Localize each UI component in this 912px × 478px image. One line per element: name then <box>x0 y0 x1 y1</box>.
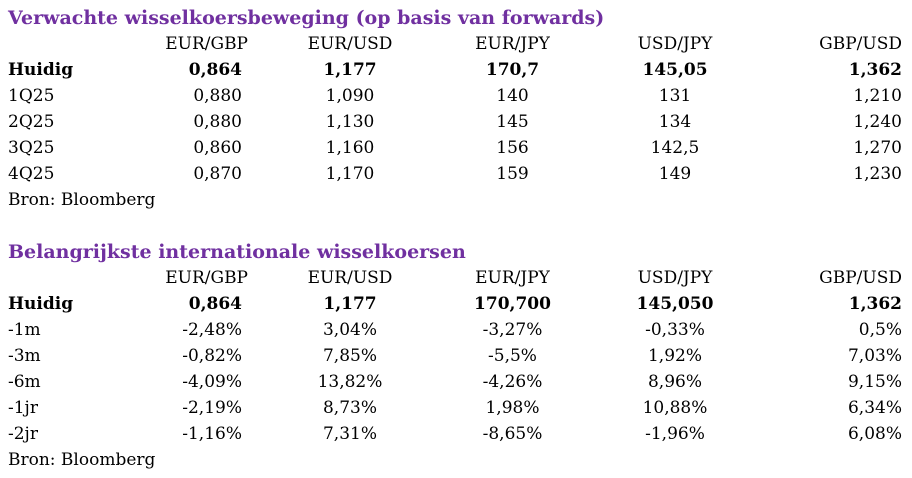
table-cell: 1,160 <box>325 138 375 158</box>
rates-header-row: EUR/GBP EUR/USD EUR/JPY USD/JPY GBP/USD <box>0 265 912 291</box>
forwards-source: Bron: Bloomberg <box>8 190 156 210</box>
table-cell: 159 <box>496 164 529 184</box>
table-cell: 145,05 <box>642 60 708 80</box>
table-row: -6m -4,09% 13,82% -4,26% 8,96% 9,15% <box>0 369 912 395</box>
table-cell: 1,177 <box>323 60 377 80</box>
table-row: 3Q25 0,860 1,160 156 142,5 1,270 <box>0 135 912 161</box>
table-cell: 156 <box>496 138 529 158</box>
table-cell: 0,880 <box>193 86 242 106</box>
row-label: -1jr <box>8 398 38 418</box>
table-cell: -0,82% <box>182 346 242 366</box>
rates-source: Bron: Bloomberg <box>8 450 156 470</box>
table-cell: 1,177 <box>323 294 377 314</box>
table-cell: 0,860 <box>193 138 242 158</box>
forwards-table: EUR/GBP EUR/USD EUR/JPY USD/JPY GBP/USD Huid… <box>0 31 912 187</box>
row-label: Huidig <box>8 294 74 314</box>
table-cell: 145,050 <box>636 294 714 314</box>
table-cell: -8,65% <box>482 424 543 444</box>
table-cell: -2,19% <box>182 398 242 418</box>
column-header: GBP/USD <box>819 268 902 288</box>
table-cell: 3,04% <box>322 320 377 340</box>
table-cell: -2,48% <box>182 320 242 340</box>
column-header: USD/JPY <box>637 268 713 288</box>
table-row: Huidig 0,864 1,177 170,7 145,05 1,362 <box>0 57 912 83</box>
rates-table: EUR/GBP EUR/USD EUR/JPY USD/JPY GBP/USD Huid… <box>0 265 912 447</box>
column-header: GBP/USD <box>819 34 902 54</box>
rates-title: Belangrijkste internationale wisselkoers… <box>8 241 466 263</box>
table-row: -2jr -1,16% 7,31% -8,65% -1,96% 6,08% <box>0 421 912 447</box>
row-label: -1m <box>8 320 41 340</box>
table-cell: -4,09% <box>182 372 242 392</box>
table-row: 2Q25 0,880 1,130 145 134 1,240 <box>0 109 912 135</box>
column-header: EUR/GBP <box>165 34 248 54</box>
table-cell: 1,230 <box>853 164 902 184</box>
table-cell: -1,96% <box>645 424 705 444</box>
table-cell: 142,5 <box>650 138 700 158</box>
table-cell: 0,864 <box>188 60 242 80</box>
table-cell: 10,88% <box>642 398 708 418</box>
table-cell: -1,16% <box>182 424 242 444</box>
forwards-header-row: EUR/GBP EUR/USD EUR/JPY USD/JPY GBP/USD <box>0 31 912 57</box>
table-cell: 6,08% <box>847 424 902 444</box>
table-cell: 1,170 <box>325 164 375 184</box>
table-cell: 7,31% <box>322 424 377 444</box>
table-cell: 8,96% <box>647 372 702 392</box>
column-header: USD/JPY <box>637 34 713 54</box>
table-cell: 170,700 <box>474 294 551 314</box>
table-row: 1Q25 0,880 1,090 140 131 1,210 <box>0 83 912 109</box>
table-cell: 149 <box>658 164 692 184</box>
header-blank-cell <box>0 265 130 291</box>
column-header: EUR/JPY <box>475 268 550 288</box>
row-label: 4Q25 <box>8 164 55 184</box>
table-cell: 1,240 <box>853 112 902 132</box>
row-label: 1Q25 <box>8 86 55 106</box>
table-cell: 131 <box>658 86 692 106</box>
table-cell: -0,33% <box>645 320 705 340</box>
table-cell: 1,130 <box>325 112 375 132</box>
table-row: -1m -2,48% 3,04% -3,27% -0,33% 0,5% <box>0 317 912 343</box>
table-cell: 0,870 <box>193 164 242 184</box>
table-cell: -3,27% <box>482 320 543 340</box>
column-header: EUR/JPY <box>475 34 550 54</box>
column-header: EUR/USD <box>307 34 393 54</box>
table-cell: 134 <box>658 112 692 132</box>
table-cell: 1,92% <box>647 346 702 366</box>
table-cell: 1,210 <box>853 86 902 106</box>
table-cell: 0,864 <box>188 294 242 314</box>
table-cell: -4,26% <box>482 372 543 392</box>
table-row: Huidig 0,864 1,177 170,700 145,050 1,362 <box>0 291 912 317</box>
table-cell: 145 <box>496 112 529 132</box>
table-cell: 7,85% <box>322 346 377 366</box>
table-cell: 140 <box>496 86 529 106</box>
table-cell: 1,362 <box>848 60 902 80</box>
table-cell: 1,090 <box>325 86 375 106</box>
table-row: -3m -0,82% 7,85% -5,5% 1,92% 7,03% <box>0 343 912 369</box>
table-cell: 170,7 <box>485 60 540 80</box>
table-cell: 6,34% <box>847 398 902 418</box>
table-cell: 0,880 <box>193 112 242 132</box>
forwards-title: Verwachte wisselkoersbeweging (op basis … <box>8 7 605 29</box>
row-label: -2jr <box>8 424 38 444</box>
row-label: 2Q25 <box>8 112 55 132</box>
table-cell: 1,270 <box>853 138 902 158</box>
row-label: Huidig <box>8 60 74 80</box>
table-cell: 9,15% <box>847 372 902 392</box>
column-header: EUR/GBP <box>165 268 248 288</box>
header-blank-cell <box>0 31 130 57</box>
row-label: 3Q25 <box>8 138 55 158</box>
column-header: EUR/USD <box>307 268 393 288</box>
table-cell: 1,98% <box>485 398 540 418</box>
table-cell: 8,73% <box>322 398 377 418</box>
table-cell: 0,5% <box>858 320 902 340</box>
row-label: -6m <box>8 372 41 392</box>
table-cell: 7,03% <box>847 346 902 366</box>
table-cell: -5,5% <box>488 346 537 366</box>
row-label: -3m <box>8 346 41 366</box>
table-cell: 1,362 <box>848 294 902 314</box>
table-cell: 13,82% <box>317 372 383 392</box>
table-row: 4Q25 0,870 1,170 159 149 1,230 <box>0 161 912 187</box>
table-row: -1jr -2,19% 8,73% 1,98% 10,88% 6,34% <box>0 395 912 421</box>
